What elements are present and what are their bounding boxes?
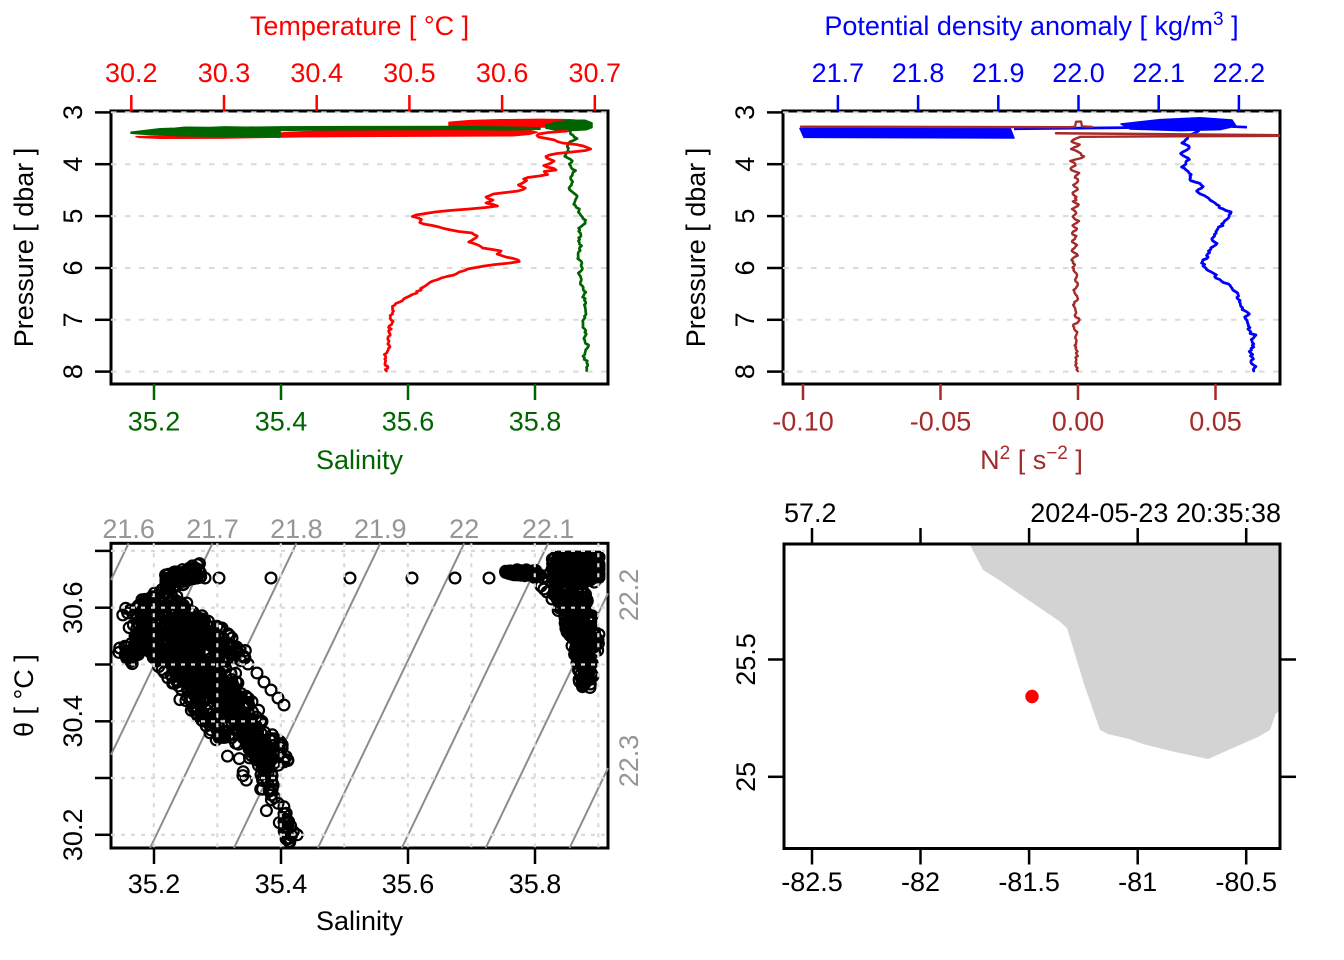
svg-text:25: 25 bbox=[731, 762, 761, 792]
svg-text:-82.5: -82.5 bbox=[781, 867, 843, 897]
svg-text:22: 22 bbox=[449, 514, 479, 544]
svg-text:57.2: 57.2 bbox=[784, 498, 837, 528]
svg-text:Salinity: Salinity bbox=[316, 906, 404, 936]
svg-text:0.05: 0.05 bbox=[1189, 407, 1242, 437]
svg-text:35.2: 35.2 bbox=[128, 869, 181, 899]
svg-text:30.7: 30.7 bbox=[569, 58, 622, 88]
svg-text:-82: -82 bbox=[901, 867, 940, 897]
svg-text:21.6: 21.6 bbox=[102, 514, 155, 544]
svg-text:25.5: 25.5 bbox=[731, 633, 761, 686]
svg-text:22.1: 22.1 bbox=[522, 514, 575, 544]
svg-text:22.3: 22.3 bbox=[614, 735, 644, 788]
svg-text:22.2: 22.2 bbox=[614, 569, 644, 622]
svg-text:3: 3 bbox=[730, 105, 760, 120]
svg-text:8: 8 bbox=[58, 364, 88, 379]
svg-text:0.00: 0.00 bbox=[1052, 407, 1105, 437]
svg-text:-0.05: -0.05 bbox=[910, 407, 972, 437]
svg-text:6: 6 bbox=[730, 260, 760, 275]
svg-text:θ [ °C ]: θ [ °C ] bbox=[9, 654, 39, 737]
svg-text:30.6: 30.6 bbox=[58, 581, 88, 634]
svg-text:7: 7 bbox=[730, 312, 760, 327]
svg-text:35.8: 35.8 bbox=[509, 869, 562, 899]
svg-text:35.6: 35.6 bbox=[382, 869, 435, 899]
svg-text:30.2: 30.2 bbox=[58, 809, 88, 862]
svg-text:22.2: 22.2 bbox=[1213, 58, 1266, 88]
svg-text:30.2: 30.2 bbox=[105, 58, 158, 88]
svg-text:30.4: 30.4 bbox=[290, 58, 343, 88]
svg-text:Temperature [ °C ]: Temperature [ °C ] bbox=[250, 11, 469, 41]
svg-text:4: 4 bbox=[58, 157, 88, 172]
svg-text:22.0: 22.0 bbox=[1052, 58, 1105, 88]
svg-text:N2 [ s−2 ]: N2 [ s−2 ] bbox=[980, 443, 1083, 475]
svg-text:21.9: 21.9 bbox=[354, 514, 407, 544]
svg-text:8: 8 bbox=[730, 364, 760, 379]
svg-text:22.1: 22.1 bbox=[1132, 58, 1185, 88]
svg-text:21.7: 21.7 bbox=[186, 514, 239, 544]
svg-text:-80.5: -80.5 bbox=[1215, 867, 1277, 897]
svg-text:5: 5 bbox=[730, 209, 760, 224]
svg-text:-81: -81 bbox=[1118, 867, 1157, 897]
svg-text:35.4: 35.4 bbox=[255, 407, 308, 437]
svg-text:35.6: 35.6 bbox=[382, 407, 435, 437]
svg-text:35.4: 35.4 bbox=[255, 869, 308, 899]
svg-text:30.3: 30.3 bbox=[198, 58, 251, 88]
svg-text:2024-05-23 20:35:38: 2024-05-23 20:35:38 bbox=[1030, 498, 1281, 528]
svg-text:4: 4 bbox=[730, 157, 760, 172]
svg-text:3: 3 bbox=[58, 105, 88, 120]
svg-text:Potential density anomaly [ kg: Potential density anomaly [ kg/m3 ] bbox=[824, 9, 1238, 41]
svg-text:Salinity: Salinity bbox=[316, 445, 404, 475]
svg-text:30.4: 30.4 bbox=[58, 695, 88, 748]
svg-text:7: 7 bbox=[58, 312, 88, 327]
svg-text:35.2: 35.2 bbox=[128, 407, 181, 437]
svg-text:6: 6 bbox=[58, 260, 88, 275]
svg-text:Pressure [ dbar ]: Pressure [ dbar ] bbox=[681, 148, 711, 348]
svg-text:-0.10: -0.10 bbox=[772, 407, 834, 437]
svg-text:30.5: 30.5 bbox=[383, 58, 436, 88]
svg-text:21.7: 21.7 bbox=[812, 58, 865, 88]
svg-text:-81.5: -81.5 bbox=[998, 867, 1060, 897]
svg-text:21.8: 21.8 bbox=[270, 514, 323, 544]
svg-text:21.8: 21.8 bbox=[892, 58, 945, 88]
svg-text:21.9: 21.9 bbox=[972, 58, 1025, 88]
svg-text:35.8: 35.8 bbox=[509, 407, 562, 437]
svg-text:Pressure [ dbar ]: Pressure [ dbar ] bbox=[9, 148, 39, 348]
svg-text:5: 5 bbox=[58, 209, 88, 224]
svg-text:30.6: 30.6 bbox=[476, 58, 529, 88]
